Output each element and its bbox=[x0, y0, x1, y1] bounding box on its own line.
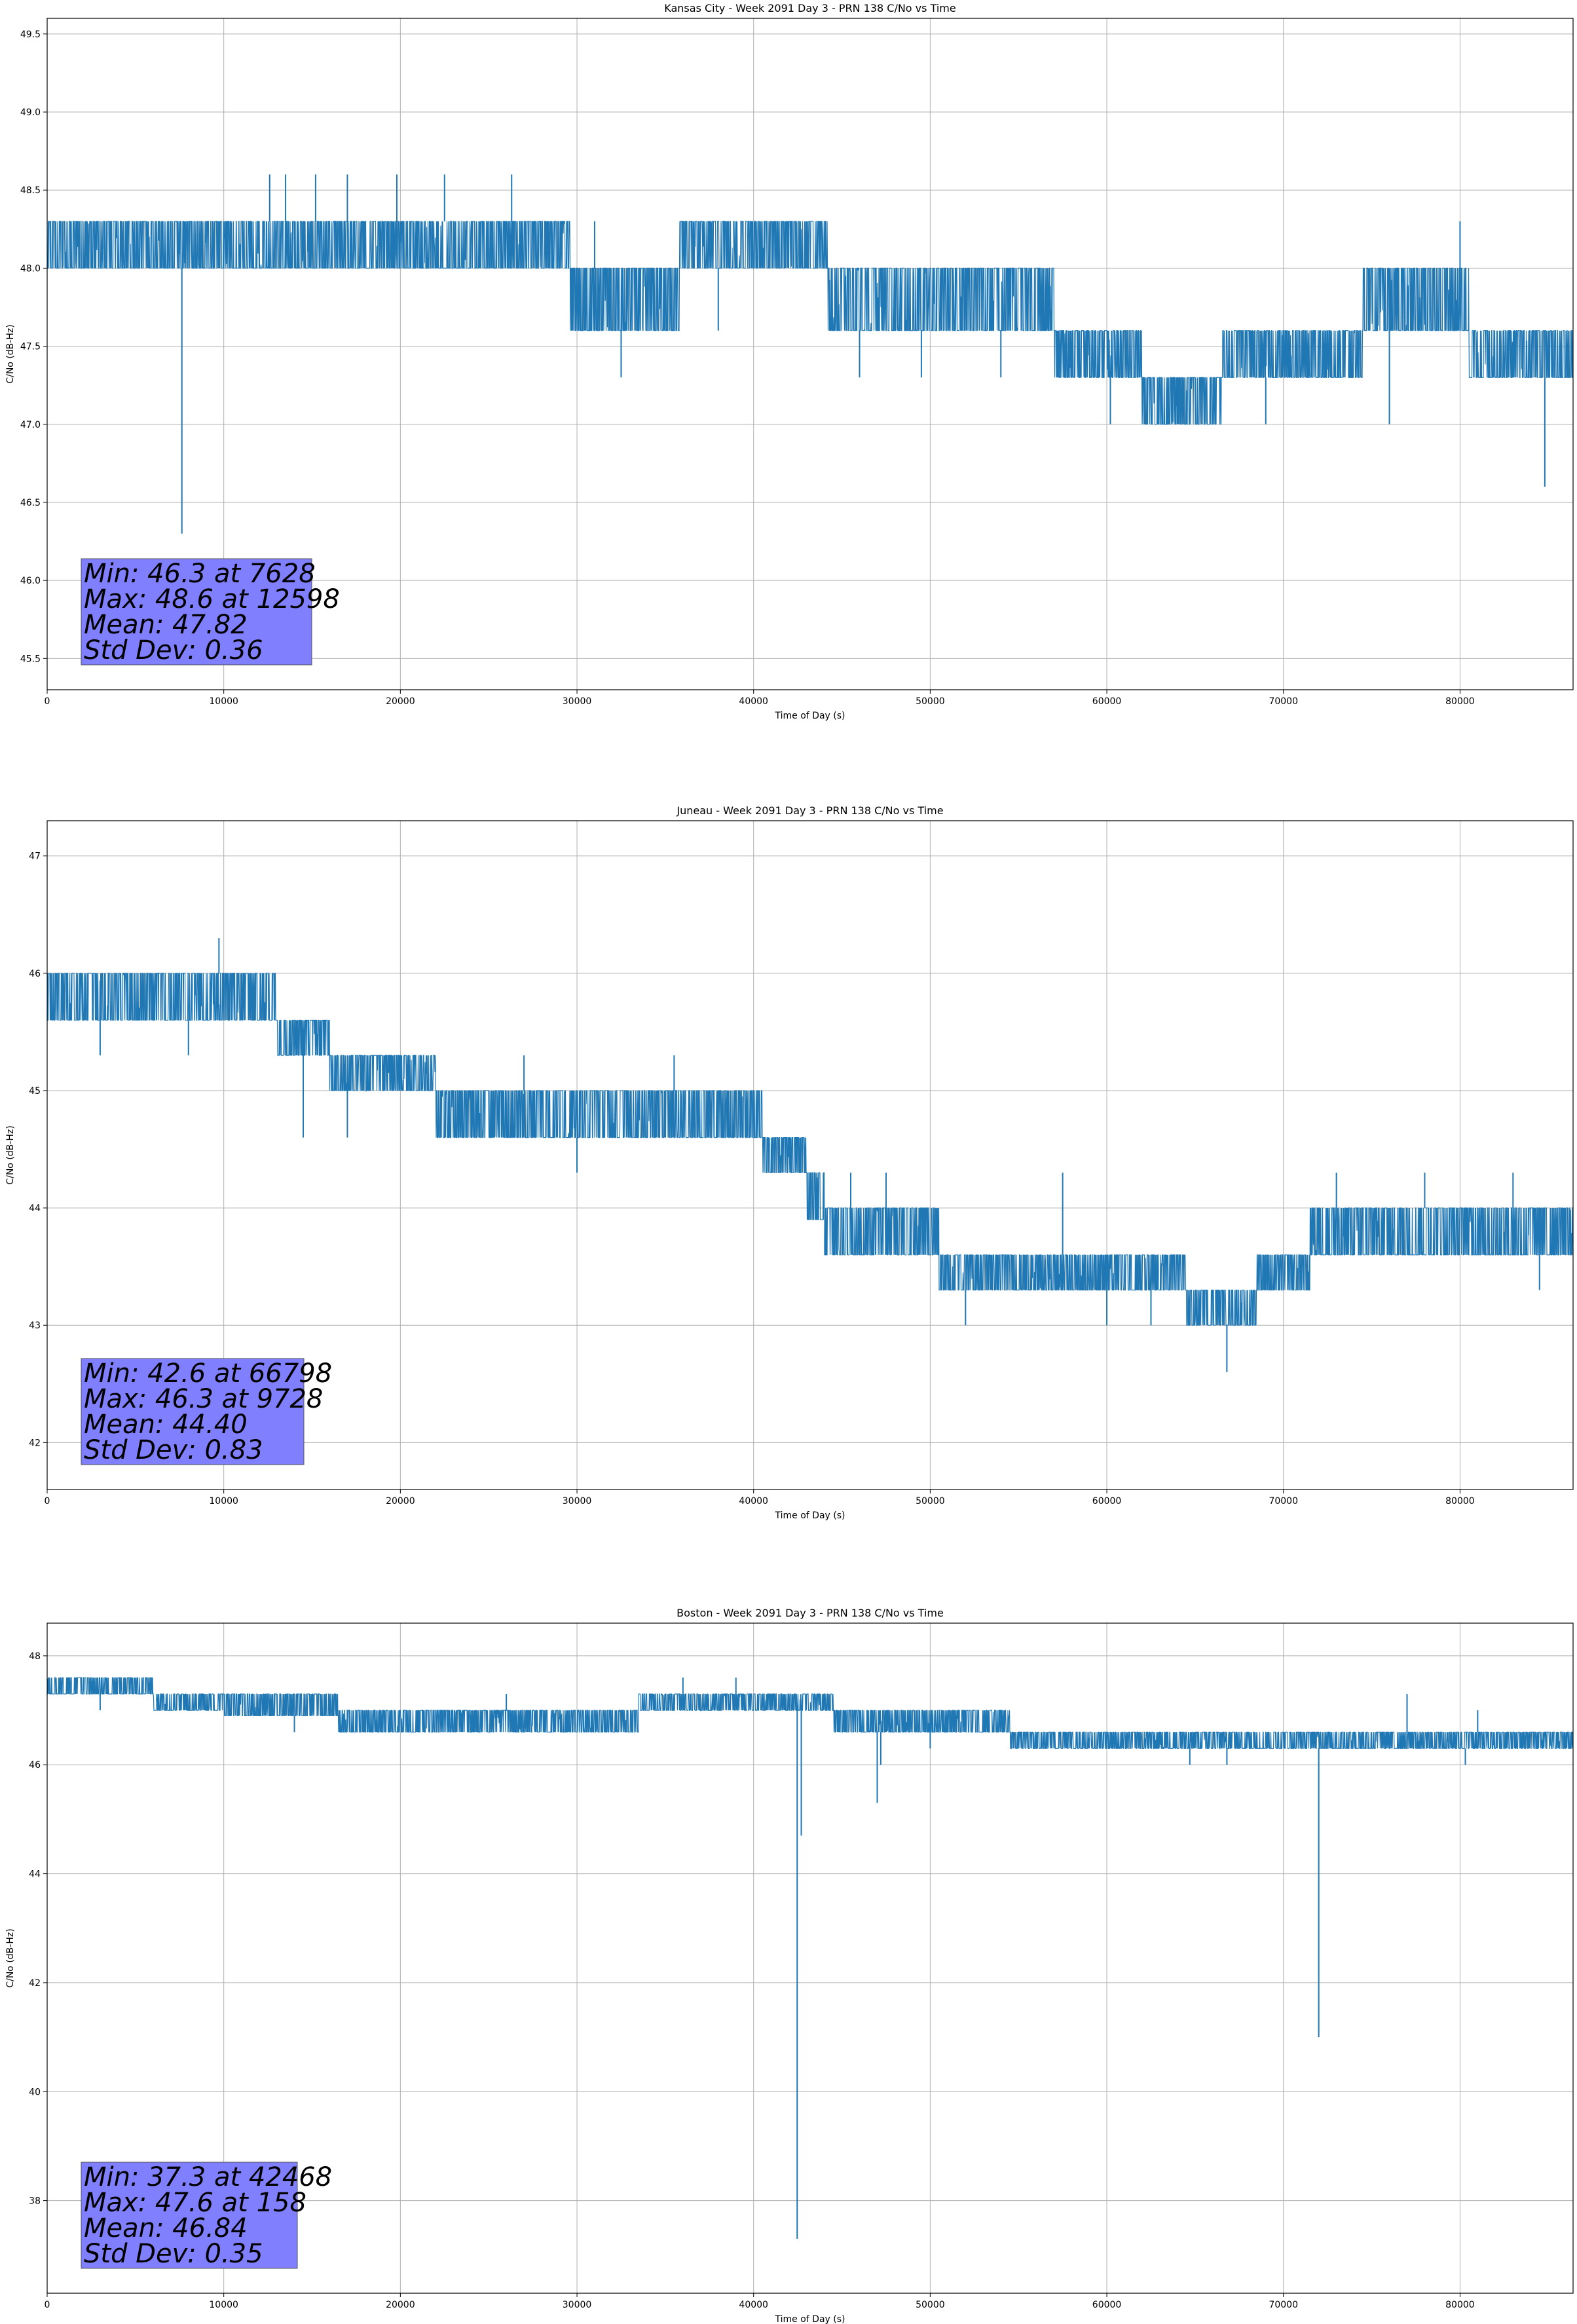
series-line bbox=[47, 221, 1574, 425]
series-line bbox=[46, 973, 1574, 1326]
y-tick-label: 46 bbox=[29, 1760, 41, 1771]
stats-line: Max: 46.3 at 9728 bbox=[84, 1384, 323, 1414]
axes-frame bbox=[46, 1622, 1574, 2294]
x-tick-label: 20000 bbox=[386, 1496, 415, 1507]
y-tick-label: 48.5 bbox=[20, 185, 41, 196]
stats-line: Mean: 47.82 bbox=[84, 610, 248, 640]
x-tick-label: 40000 bbox=[739, 1496, 768, 1507]
y-axis-label: C/No (dB-Hz) bbox=[5, 1928, 16, 1987]
x-tick-label: 50000 bbox=[916, 2300, 945, 2310]
y-tick-label: 46 bbox=[29, 969, 41, 979]
y-tick-label: 48 bbox=[29, 1651, 41, 1662]
x-tick-label: 40000 bbox=[739, 696, 768, 707]
y-tick-label: 49.0 bbox=[20, 107, 41, 118]
y-axis-label: C/No (dB-Hz) bbox=[5, 1125, 16, 1184]
subplot-juneau: 0 10000 20000 30000 40000 50000 60000 70000 8000… bbox=[5, 804, 1574, 1521]
x-tick-label: 50000 bbox=[916, 696, 945, 707]
x-tick-label: 40000 bbox=[739, 2300, 768, 2310]
x-tick-label: 60000 bbox=[1092, 696, 1122, 707]
x-tick-label: 80000 bbox=[1445, 2300, 1475, 2310]
y-tick-label: 43 bbox=[29, 1321, 41, 1331]
stats-line: Std Dev: 0.35 bbox=[84, 2239, 263, 2269]
y-tick-label: 42 bbox=[29, 1438, 41, 1448]
chart-title: Kansas City - Week 2091 Day 3 - PRN 138 … bbox=[664, 2, 955, 14]
x-tick-label: 50000 bbox=[916, 1496, 945, 1507]
stats-box bbox=[81, 1358, 305, 1465]
y-tick-label: 42 bbox=[29, 1978, 41, 1989]
x-tick-label: 10000 bbox=[209, 2300, 238, 2310]
stats-box bbox=[81, 558, 312, 665]
stats-line: Min: 46.3 at 7628 bbox=[84, 559, 316, 589]
x-tick-label: 30000 bbox=[563, 1496, 592, 1507]
y-tick-label: 46.0 bbox=[20, 576, 41, 586]
x-tick-label: 70000 bbox=[1269, 696, 1298, 707]
stats-line: Std Dev: 0.83 bbox=[84, 1435, 263, 1465]
x-tick-label: 30000 bbox=[563, 696, 592, 707]
x-tick-label: 30000 bbox=[563, 2300, 592, 2310]
y-tick-label: 48.0 bbox=[20, 263, 41, 274]
y-tick-label: 44 bbox=[29, 1869, 41, 1880]
stats-line: Std Dev: 0.36 bbox=[84, 635, 263, 665]
y-tick-label: 45.5 bbox=[20, 654, 41, 664]
chart-title: Juneau - Week 2091 Day 3 - PRN 138 C/No … bbox=[676, 804, 943, 817]
y-tick-label: 46.5 bbox=[20, 498, 41, 508]
x-axis-label: Time of Day (s) bbox=[775, 1510, 845, 1521]
stats-line: Min: 37.3 at 42468 bbox=[84, 2162, 332, 2192]
stats-line: Mean: 46.84 bbox=[84, 2213, 248, 2243]
x-axis-label: Time of Day (s) bbox=[775, 711, 845, 721]
axes-frame bbox=[46, 820, 1574, 1490]
y-axis-label: C/No (dB-Hz) bbox=[5, 324, 16, 383]
stats-line: Max: 48.6 at 12598 bbox=[84, 584, 340, 614]
x-tick-label: 80000 bbox=[1445, 1496, 1475, 1507]
y-tick-label: 44 bbox=[29, 1203, 41, 1214]
x-tick-label: 60000 bbox=[1092, 1496, 1122, 1507]
x-tick-label: 20000 bbox=[386, 2300, 415, 2310]
x-tick-label: 0 bbox=[45, 1496, 50, 1507]
x-tick-label: 80000 bbox=[1445, 696, 1475, 707]
x-axis-label: Time of Day (s) bbox=[775, 2314, 845, 2324]
y-tick-label: 40 bbox=[29, 2087, 41, 2097]
stats-box bbox=[81, 2162, 298, 2269]
subplot-kansas-city: 0 10000 20000 30000 40000 50000 60000 70000 8000… bbox=[5, 2, 1574, 721]
y-tick-label: 47.5 bbox=[20, 342, 41, 352]
gridlines bbox=[46, 821, 1573, 1490]
x-tick-label: 0 bbox=[45, 696, 50, 707]
axes-frame bbox=[46, 18, 1574, 690]
x-tick-label: 20000 bbox=[386, 696, 415, 707]
subplot-boston: 0 10000 20000 30000 40000 50000 60000 70000 8000… bbox=[5, 1607, 1574, 2324]
x-tick-label: 10000 bbox=[209, 696, 238, 707]
x-tick-label: 10000 bbox=[209, 1496, 238, 1507]
stats-line: Min: 42.6 at 66798 bbox=[84, 1359, 332, 1389]
stats-line: Max: 47.6 at 158 bbox=[84, 2188, 306, 2218]
y-tick-label: 38 bbox=[29, 2196, 41, 2207]
x-tick-label: 0 bbox=[45, 2300, 50, 2310]
y-tick-label: 45 bbox=[29, 1086, 41, 1096]
x-tick-label: 60000 bbox=[1092, 2300, 1122, 2310]
stats-line: Mean: 44.40 bbox=[84, 1410, 248, 1440]
y-tick-label: 49.5 bbox=[20, 29, 41, 40]
series-line bbox=[46, 1677, 1574, 1749]
chart-title: Boston - Week 2091 Day 3 - PRN 138 C/No … bbox=[677, 1607, 944, 1619]
x-tick-label: 70000 bbox=[1269, 2300, 1298, 2310]
x-tick-label: 70000 bbox=[1269, 1496, 1298, 1507]
y-tick-label: 47 bbox=[29, 852, 41, 862]
y-tick-label: 47.0 bbox=[20, 420, 41, 430]
